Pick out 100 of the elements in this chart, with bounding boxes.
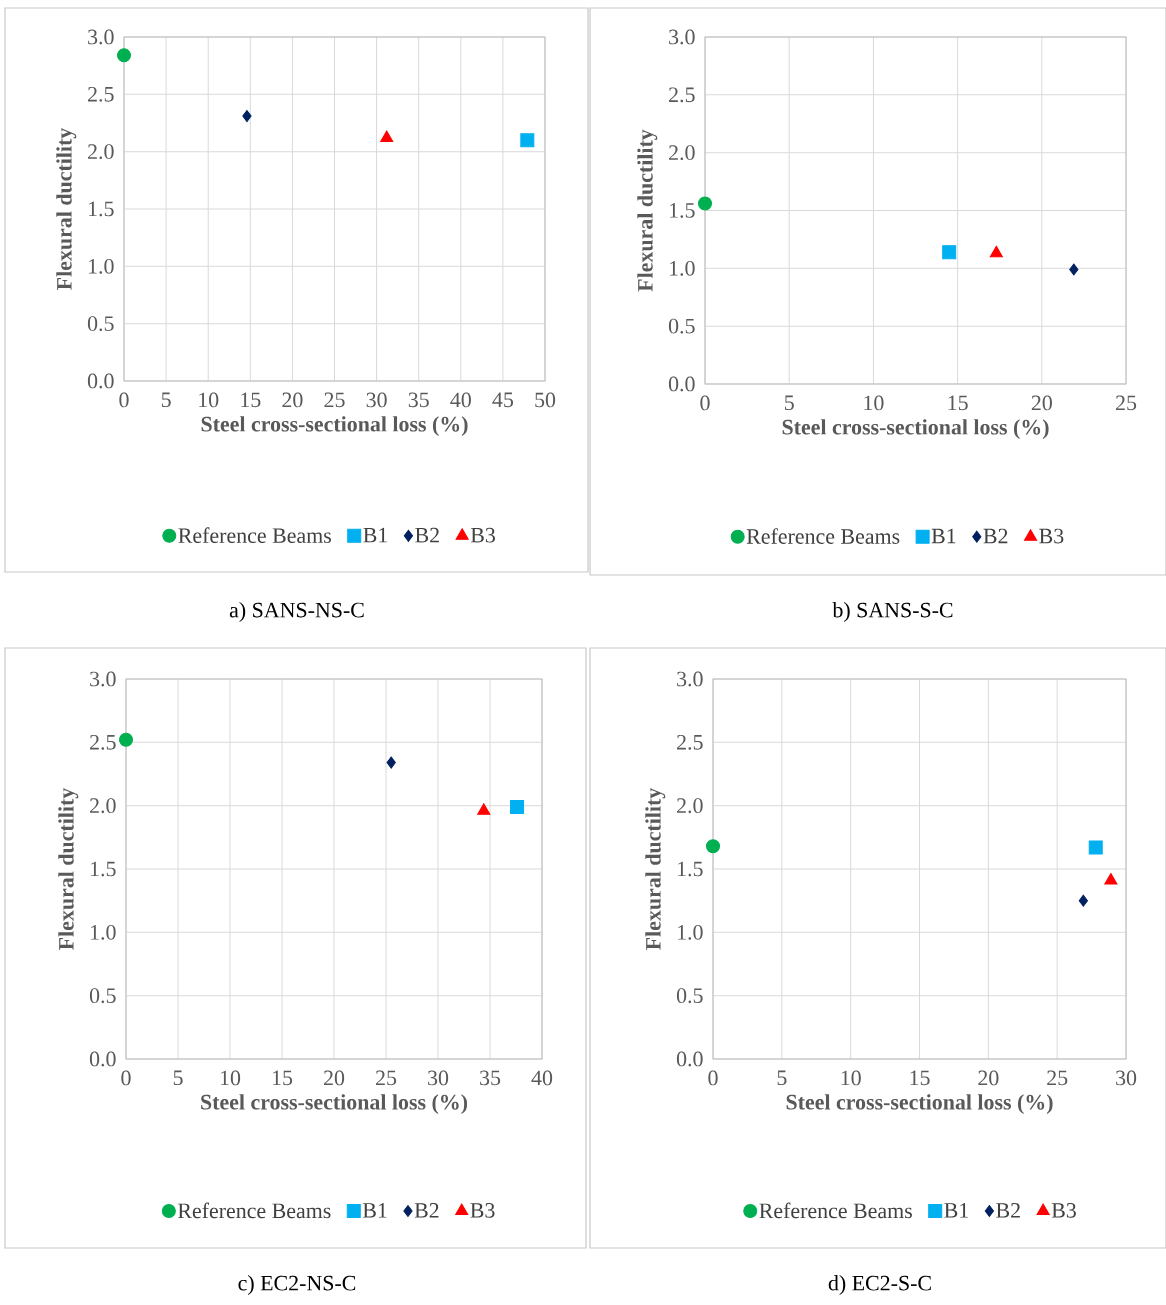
legend-label: B1 [363,527,387,543]
point [1088,840,1103,855]
x-tick-label: 35 [480,1070,501,1086]
x-tick-label: 0 [700,395,710,411]
point [1104,872,1118,885]
y-tick-label: 3.0 [669,29,695,45]
legend-label: B1 [362,1203,387,1218]
y-tick-label: 0.0 [668,376,695,392]
y-tick-label: 3.0 [90,671,116,687]
x-tick-label: 10 [841,1070,861,1086]
legend-label: B1 [931,528,956,544]
x-tick-label: 10 [220,1070,241,1086]
y-tick-label: 2.0 [669,145,695,161]
y-tick-label: 2.5 [88,86,114,102]
x-tick-label: 5 [785,395,794,411]
text: b) SANS-S-C [832,602,953,622]
x-tick-label: 40 [450,392,471,408]
legend-label: Reference Beams [746,528,900,544]
x-tick-label: 20 [282,392,303,408]
text: a) SANS-NS-C [229,602,364,622]
y-tick-label: 3.0 [677,671,703,687]
x-tick-label: 15 [272,1070,293,1086]
y-tick-label: 1.0 [670,260,695,276]
x-tick-label: 20 [324,1070,345,1086]
text: d) EC2-S-C [828,1275,931,1295]
x-tick-label: 45 [492,392,514,408]
point [242,110,252,123]
y-tick-label: 1.0 [91,924,116,940]
x-tick-label: 40 [531,1070,553,1086]
legend-label: Reference Beams [759,1202,912,1219]
x-axis-title: Steel cross-sectional loss (%) [782,419,1049,440]
x-tick-label: 15 [910,1070,930,1086]
x-axis-title: Steel cross-sectional loss (%) [201,416,468,437]
x-tick-label: 5 [161,392,171,408]
y-tick-label: 2.5 [90,734,116,750]
y-tick-label: 1.5 [89,201,114,217]
point [117,48,131,63]
point [706,839,721,854]
x-axis-title: Steel cross-sectional loss (%) [201,1094,468,1115]
legend-label: B3 [470,527,495,543]
x-tick-label: 0 [121,1070,131,1086]
y-tick-label: 1.5 [678,861,703,877]
y-tick-label: 2.0 [90,798,116,814]
legend-label: Reference Beams [178,527,331,543]
x-tick-label: 5 [777,1070,787,1086]
x-tick-label: 10 [864,395,884,411]
y-tick-label: 2.5 [669,87,695,103]
x-tick-label: 30 [366,392,387,408]
y-axis-title: Flexural ductility [58,787,79,950]
x-tick-label: 5 [173,1070,183,1086]
y-tick-label: 2.5 [677,734,703,750]
y-tick-label: 1.0 [89,258,114,274]
legend-label: B2 [996,1203,1020,1218]
y-tick-label: 2.0 [88,144,114,160]
point [698,196,713,211]
legend-label: B2 [414,1203,439,1218]
x-tick-label: 25 [376,1070,397,1086]
y-tick-label: 0.5 [87,316,114,332]
y-axis-title: Flexural ductility [56,127,77,290]
point [520,133,535,148]
x-tick-label: 25 [1047,1070,1068,1086]
x-tick-label: 35 [408,392,429,408]
y-tick-label: 3.0 [88,29,114,45]
y-tick-label: 0.5 [89,988,116,1004]
point [1078,894,1088,907]
y-tick-label: 1.5 [91,861,116,877]
x-tick-label: 0 [119,392,129,408]
point [1069,263,1079,276]
text: c) EC2-NS-C [238,1275,356,1295]
x-tick-label: 20 [1031,395,1052,411]
x-tick-label: 25 [1116,395,1137,411]
legend-label: B2 [983,528,1008,544]
point [942,245,957,260]
y-tick-label: 1.0 [678,924,703,940]
legend-label: B1 [944,1203,968,1218]
x-tick-label: 15 [241,392,261,408]
legend-label: B3 [470,1203,495,1218]
y-axis-title: Flexural ductility [645,787,666,950]
y-tick-label: 0.0 [89,1051,116,1067]
legend-label: Reference Beams [177,1202,331,1219]
y-tick-label: 0.0 [676,1051,703,1067]
x-tick-label: 20 [978,1070,999,1086]
y-tick-label: 0.0 [87,373,114,389]
x-tick-label: 0 [708,1070,718,1086]
y-tick-label: 2.0 [677,798,703,814]
y-tick-label: 0.5 [676,988,703,1004]
legend-label: B3 [1051,1203,1076,1218]
point [989,245,1003,258]
x-tick-label: 50 [535,392,556,408]
x-tick-label: 10 [199,392,219,408]
legend-label: B2 [415,527,439,543]
x-tick-label: 30 [1116,1070,1137,1086]
x-axis-title: Steel cross-sectional loss (%) [786,1094,1053,1115]
legend-label: B3 [1039,528,1064,544]
y-axis-title: Flexural ductility [637,129,658,292]
x-tick-label: 15 [948,395,968,411]
y-tick-label: 0.5 [668,318,695,334]
y-tick-label: 1.5 [670,203,695,218]
x-tick-label: 25 [324,392,345,408]
x-tick-label: 30 [428,1070,449,1086]
